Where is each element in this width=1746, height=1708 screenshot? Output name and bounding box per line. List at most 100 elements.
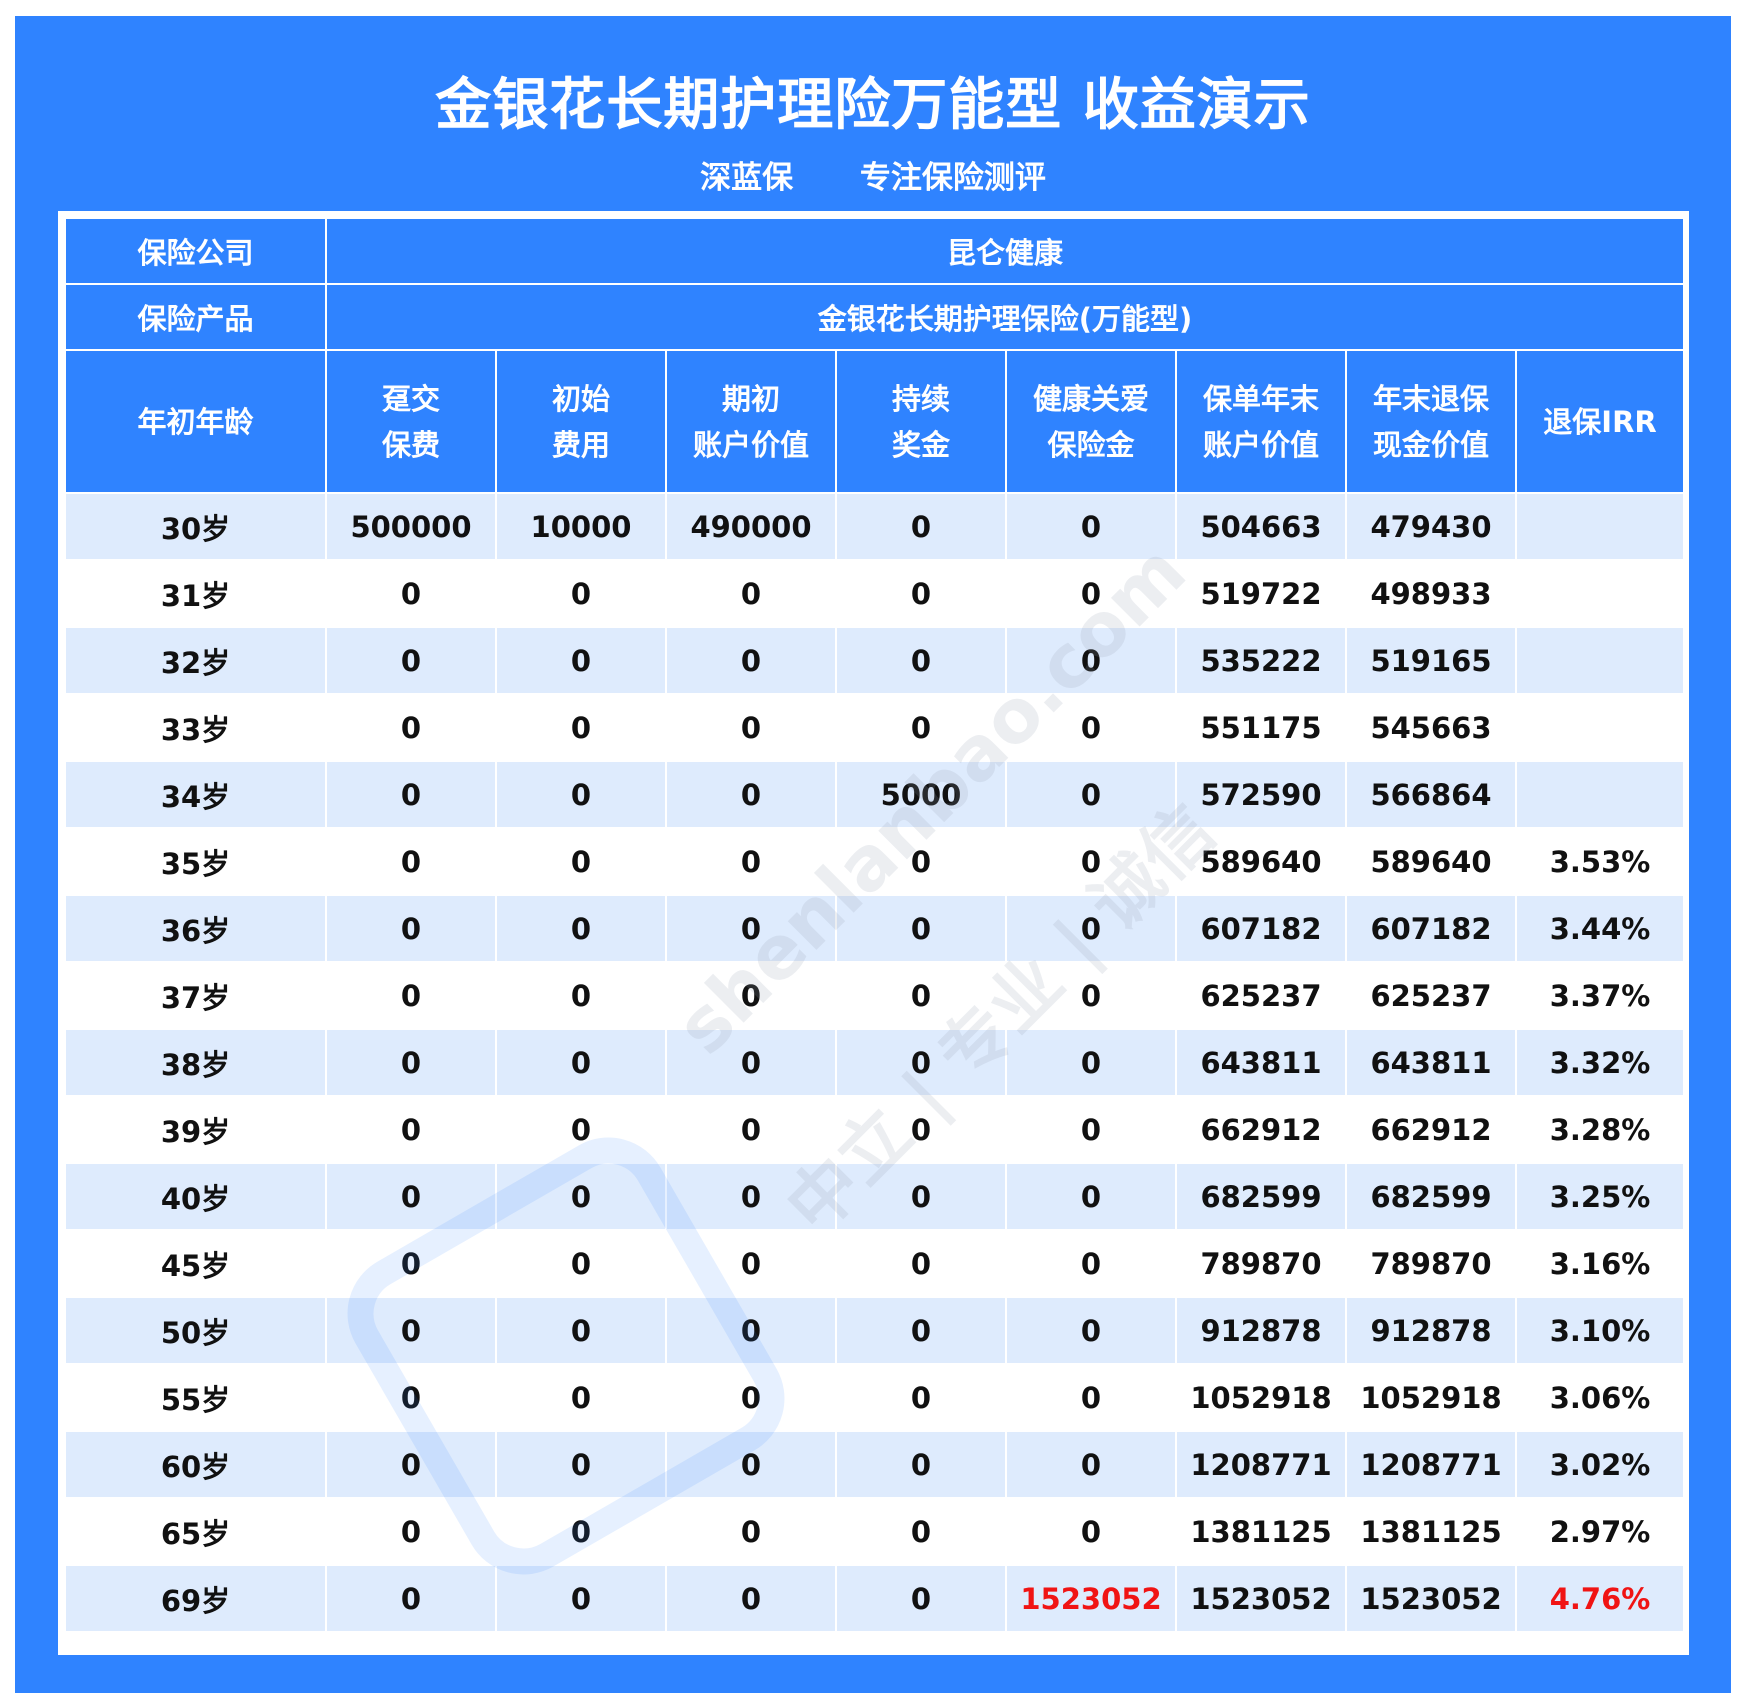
value-cell (1514, 693, 1686, 762)
value-cell: 5000 (835, 760, 1007, 829)
value-cell: 0 (1005, 1095, 1177, 1164)
value-cell: 0 (495, 1296, 667, 1365)
age-cell: 55岁 (64, 1363, 327, 1432)
table-row: 39岁 0 0 0 0 0 662912 662912 3.28% (64, 1095, 1686, 1164)
age-cell: 40岁 (64, 1162, 327, 1231)
value-cell: 0 (665, 1229, 837, 1298)
value-cell: 0 (325, 1564, 497, 1633)
value-cell: 0 (835, 1296, 1007, 1365)
value-cell: 0 (665, 894, 837, 963)
value-cell: 0 (1005, 1497, 1177, 1566)
value-cell: 0 (325, 1028, 497, 1097)
column-header: 期初 账户价值 (665, 349, 837, 494)
value-cell: 0 (495, 1564, 667, 1633)
value-cell: 0 (665, 1363, 837, 1432)
column-header: 保单年末 账户价值 (1175, 349, 1347, 494)
value-cell: 0 (325, 1497, 497, 1566)
column-header: 年末退保 现金价值 (1345, 349, 1517, 494)
column-header-line2: 账户价值 (1202, 427, 1319, 462)
age-cell: 36岁 (64, 894, 327, 963)
value-cell: 0 (835, 492, 1007, 561)
column-header-line1: 趸交 (381, 381, 440, 416)
value-cell (1514, 626, 1686, 695)
value-cell: 662912 (1175, 1095, 1347, 1164)
value-cell: 500000 (325, 492, 497, 561)
value-cell: 0 (495, 1162, 667, 1231)
value-cell: 0 (495, 1095, 667, 1164)
product-value: 金银花长期护理保险(万能型) (324, 283, 1686, 351)
returns-table: 保险公司 昆仑健康 保险产品 金银花长期护理保险(万能型) 年初年龄 趸交 保费 初始… (64, 217, 1686, 1633)
value-cell: 0 (325, 1162, 497, 1231)
column-header-line1: 健康关爱 (1032, 381, 1149, 416)
value-cell: 0 (325, 894, 497, 963)
age-cell: 69岁 (64, 1564, 327, 1633)
column-header: 年初年龄 (64, 349, 327, 494)
value-cell: 0 (325, 1430, 497, 1499)
brand-slogan: 专注保险测评 (859, 160, 1046, 196)
column-header-line1: 退保IRR (1543, 404, 1657, 439)
value-cell: 3.16% (1514, 1229, 1686, 1298)
value-cell: 0 (495, 1229, 667, 1298)
age-cell: 34岁 (64, 760, 327, 829)
column-header-line2: 账户价值 (692, 427, 809, 462)
value-cell: 0 (835, 1162, 1007, 1231)
table-row: 37岁 0 0 0 0 0 625237 625237 3.37% (64, 961, 1686, 1030)
value-cell: 0 (835, 1095, 1007, 1164)
table-row: 40岁 0 0 0 0 0 682599 682599 3.25% (64, 1162, 1686, 1231)
value-cell: 0 (835, 1363, 1007, 1432)
value-cell: 1381125 (1175, 1497, 1347, 1566)
column-header: 持续 奖金 (835, 349, 1007, 494)
table-row: 65岁 0 0 0 0 0 1381125 1381125 2.97% (64, 1497, 1686, 1566)
value-cell: 789870 (1345, 1229, 1517, 1298)
value-cell: 3.32% (1514, 1028, 1686, 1097)
value-cell: 607182 (1175, 894, 1347, 963)
column-header-line1: 初始 (551, 381, 610, 416)
page-subtitle: 深蓝保 专注保险测评 (15, 152, 1731, 197)
value-cell: 519722 (1175, 559, 1347, 628)
table-row: 34岁 0 0 0 5000 0 572590 566864 (64, 760, 1686, 829)
value-cell: 504663 (1175, 492, 1347, 561)
value-cell: 0 (835, 961, 1007, 1030)
value-cell: 0 (1005, 693, 1177, 762)
value-cell: 0 (1005, 1028, 1177, 1097)
age-cell: 39岁 (64, 1095, 327, 1164)
value-cell: 0 (325, 827, 497, 896)
table-row: 38岁 0 0 0 0 0 643811 643811 3.32% (64, 1028, 1686, 1097)
value-cell: 0 (665, 1162, 837, 1231)
column-header-line2: 保险金 (1047, 427, 1135, 462)
age-cell: 50岁 (64, 1296, 327, 1365)
product-label: 保险产品 (64, 283, 327, 351)
value-cell: 551175 (1175, 693, 1347, 762)
value-cell: 0 (665, 693, 837, 762)
value-cell: 479430 (1345, 492, 1517, 561)
value-cell: 572590 (1175, 760, 1347, 829)
value-cell: 0 (665, 559, 837, 628)
value-cell: 0 (665, 1028, 837, 1097)
value-cell: 1208771 (1175, 1430, 1347, 1499)
value-cell: 0 (1005, 1229, 1177, 1298)
table-row: 50岁 0 0 0 0 0 912878 912878 3.10% (64, 1296, 1686, 1365)
value-cell: 535222 (1175, 626, 1347, 695)
age-cell: 45岁 (64, 1229, 327, 1298)
value-cell: 0 (325, 961, 497, 1030)
value-cell: 589640 (1345, 827, 1517, 896)
value-cell: 3.28% (1514, 1095, 1686, 1164)
table-row: 33岁 0 0 0 0 0 551175 545663 (64, 693, 1686, 762)
age-cell: 31岁 (64, 559, 327, 628)
value-cell: 1052918 (1345, 1363, 1517, 1432)
value-cell: 0 (1005, 1162, 1177, 1231)
column-header-line2: 保费 (381, 427, 440, 462)
table-container: 保险公司 昆仑健康 保险产品 金银花长期护理保险(万能型) 年初年龄 趸交 保费 初始… (58, 211, 1689, 1655)
age-cell: 33岁 (64, 693, 327, 762)
page-title: 金银花长期护理险万能型 收益演示 (435, 73, 1311, 138)
value-cell: 912878 (1345, 1296, 1517, 1365)
value-cell: 625237 (1345, 961, 1517, 1030)
value-cell: 0 (1005, 492, 1177, 561)
column-header-line1: 年初年龄 (137, 404, 254, 439)
value-cell: 0 (325, 693, 497, 762)
value-cell: 519165 (1345, 626, 1517, 695)
value-cell: 0 (495, 1363, 667, 1432)
column-header: 初始 费用 (495, 349, 667, 494)
value-cell: 3.06% (1514, 1363, 1686, 1432)
value-cell: 789870 (1175, 1229, 1347, 1298)
